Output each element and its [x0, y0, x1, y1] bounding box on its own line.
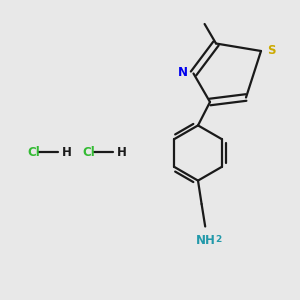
Text: 2: 2	[215, 235, 221, 244]
Text: N: N	[178, 66, 188, 80]
Text: S: S	[268, 44, 276, 57]
Text: NH: NH	[196, 234, 216, 247]
Text: Cl: Cl	[82, 146, 95, 160]
Text: Cl: Cl	[27, 146, 40, 160]
Text: H: H	[117, 146, 127, 160]
Text: H: H	[61, 146, 71, 160]
